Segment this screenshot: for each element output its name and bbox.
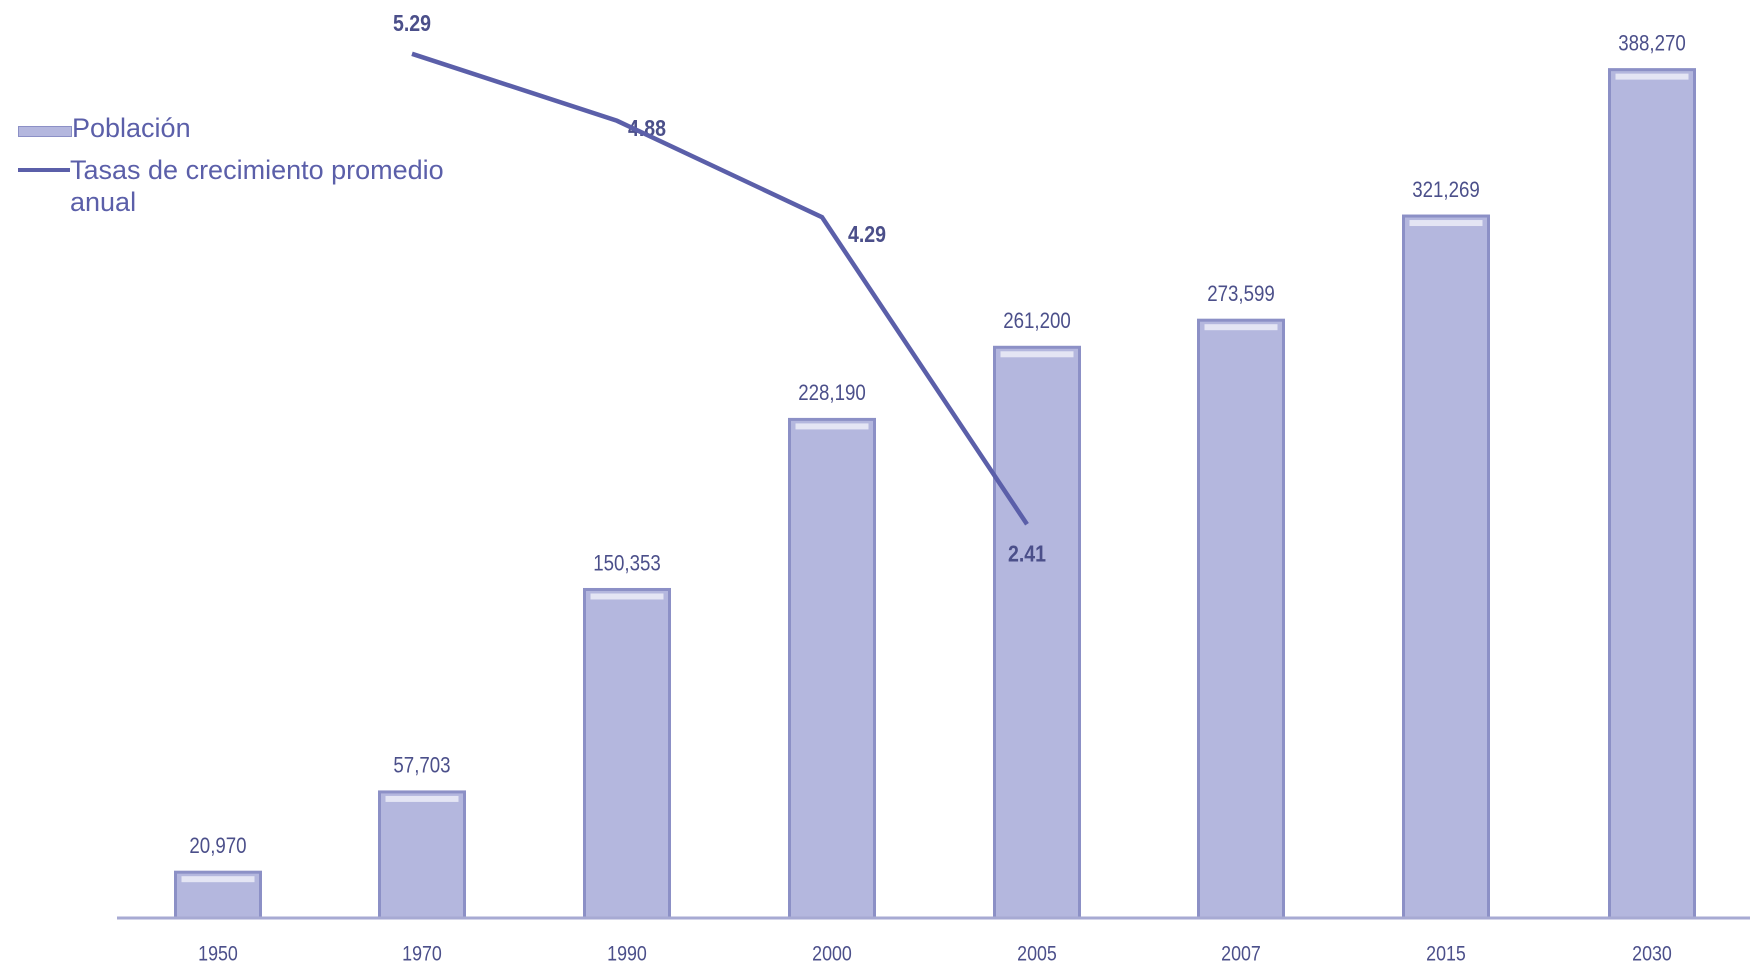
- line-label: 4.29: [848, 222, 886, 248]
- legend-item: Población: [18, 112, 488, 144]
- bar: [788, 417, 876, 920]
- data-label: 261,200: [1003, 310, 1071, 334]
- bar-highlight: [1615, 73, 1689, 80]
- bar-highlight: [590, 593, 664, 600]
- x-tick-label: 2005: [1017, 942, 1057, 966]
- bar-highlight: [1409, 220, 1483, 227]
- bar: [378, 790, 466, 920]
- legend-swatch: [18, 126, 72, 137]
- data-label: 228,190: [798, 382, 866, 406]
- x-tick-label: 2030: [1632, 942, 1672, 966]
- line-label: 5.29: [393, 10, 431, 36]
- data-label: 57,703: [393, 754, 450, 778]
- bar-highlight: [385, 795, 459, 802]
- bar: [1197, 318, 1285, 920]
- legend-item: Tasas de crecimiento promedio anual: [18, 154, 488, 218]
- bar: [1608, 68, 1696, 920]
- bar: [583, 587, 671, 920]
- data-label: 321,269: [1412, 179, 1480, 203]
- legend-label: Población: [72, 113, 191, 143]
- bar: [993, 345, 1081, 920]
- data-label: 273,599: [1207, 283, 1275, 307]
- bar-highlight: [181, 876, 255, 883]
- bar: [1402, 214, 1490, 920]
- legend: Población Tasas de crecimiento promedio a…: [18, 112, 488, 228]
- x-tick-label: 1970: [402, 942, 442, 966]
- line: [411, 51, 1029, 526]
- x-tick-label: 1990: [607, 942, 647, 966]
- x-tick-label: 2007: [1221, 942, 1261, 966]
- x-tick-label: 2015: [1426, 942, 1466, 966]
- bar-highlight: [1000, 351, 1074, 358]
- legend-label: Tasas de crecimiento promedio anual: [70, 155, 444, 217]
- x-tick-label: 2000: [812, 942, 852, 966]
- data-label: 150,353: [593, 552, 661, 576]
- data-label: 388,270: [1618, 32, 1686, 56]
- x-tick-label: 1950: [198, 942, 238, 966]
- bar-highlight: [1204, 324, 1278, 331]
- legend-swatch: [18, 168, 70, 172]
- line-label: 2.41: [1008, 541, 1046, 567]
- bar-highlight: [795, 423, 869, 430]
- data-label: 20,970: [189, 835, 246, 859]
